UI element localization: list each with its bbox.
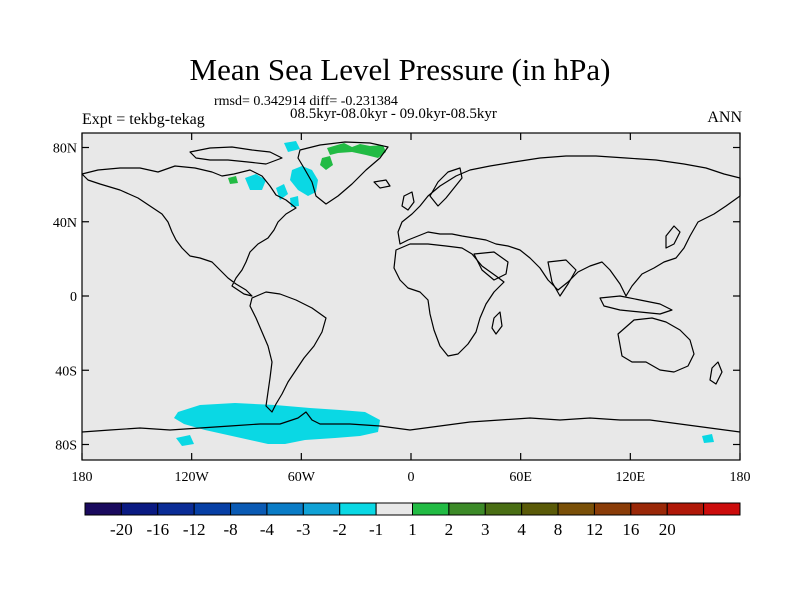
anomaly-negative-arctic <box>284 141 300 152</box>
coast-arabia <box>473 251 509 281</box>
colorbar-label: 20 <box>659 520 676 539</box>
y-tick-label: 40S <box>55 364 77 379</box>
colorbar-label: -20 <box>110 520 133 539</box>
colorbar-swatch <box>84 502 122 516</box>
colorbar-swatch <box>302 502 341 516</box>
colorbar-label: -3 <box>296 520 310 539</box>
coast-indonesia <box>599 295 673 315</box>
anomaly-negative-antarctic-2 <box>176 435 194 446</box>
x-tick-label: 60E <box>509 470 532 485</box>
colorbar: -20 -16 -12 -8 -4 -3 -2 -1 1 2 3 4 8 12 16 20 <box>84 502 741 539</box>
colorbar-label: -4 <box>260 520 275 539</box>
plot-title: Mean Sea Level Pressure (in hPa) <box>189 52 611 87</box>
x-tick-label: 180 <box>730 470 751 485</box>
y-axis: 80N 40N 0 40S 80S <box>53 142 740 454</box>
coast-africa <box>393 243 505 357</box>
anomaly-positive-greenland <box>327 143 386 158</box>
colorbar-swatch <box>266 502 304 516</box>
x-tick-label: 180 <box>72 470 93 485</box>
colorbar-label: 3 <box>481 520 490 539</box>
anomaly-negative-baffin <box>245 174 266 190</box>
colorbar-swatch <box>593 502 632 516</box>
stats-text: rmsd= 0.342914 diff= -0.231384 <box>214 94 398 109</box>
colorbar-swatch <box>375 502 414 516</box>
colorbar-swatch <box>703 502 741 516</box>
coast-new-zealand <box>709 361 723 385</box>
y-tick-label: 80S <box>55 439 77 454</box>
coast-india <box>547 259 577 297</box>
colorbar-label: 12 <box>586 520 603 539</box>
colorbar-label: 2 <box>445 520 454 539</box>
coast-iceland <box>373 179 391 189</box>
colorbar-label: 1 <box>408 520 417 539</box>
coast-scandinavia <box>429 167 463 207</box>
anomaly-positive-canada <box>228 176 238 184</box>
coast-north-america <box>81 165 297 297</box>
colorbar-swatch <box>412 502 450 516</box>
colorbar-label: -2 <box>333 520 347 539</box>
y-tick-label: 40N <box>53 216 77 231</box>
anomaly-negative-antarctic-3 <box>702 434 714 443</box>
coast-uk <box>401 191 415 211</box>
colorbar-swatch <box>484 502 523 516</box>
colorbar-swatch <box>157 502 195 516</box>
coast-eurasia <box>397 155 741 297</box>
colorbar-swatch <box>557 502 595 516</box>
colorbar-swatch <box>521 502 559 516</box>
coast-japan <box>665 225 681 249</box>
colorbar-swatch <box>193 502 232 516</box>
colorbar-label: -1 <box>369 520 383 539</box>
colorbar-swatch <box>120 502 159 516</box>
colorbar-label: 4 <box>517 520 526 539</box>
coast-australia <box>617 317 695 373</box>
coastlines <box>81 141 741 433</box>
x-tick-label: 120W <box>175 470 210 485</box>
y-tick-label: 0 <box>70 290 77 305</box>
coast-antarctica <box>81 411 741 433</box>
x-tick-label: 0 <box>408 470 415 485</box>
colorbar-label: -12 <box>183 520 206 539</box>
coast-arctic-islands <box>189 146 283 165</box>
coast-greenland <box>297 141 389 205</box>
colorbar-swatch <box>339 502 377 516</box>
x-tick-label: 60W <box>288 470 316 485</box>
season-label: ANN <box>707 109 742 126</box>
colorbar-label: 8 <box>554 520 563 539</box>
y-tick-label: 80N <box>53 142 77 157</box>
colorbar-swatch <box>448 502 486 516</box>
coast-south-america <box>249 291 327 413</box>
colorbar-swatch <box>230 502 268 516</box>
colorbar-label: -8 <box>223 520 237 539</box>
period-text: 08.5kyr-08.0kyr - 09.0kyr-08.5kyr <box>290 106 497 122</box>
coast-madagascar <box>491 311 503 335</box>
x-tick-label: 120E <box>616 470 646 485</box>
colorbar-label: -16 <box>146 520 169 539</box>
anomaly-positive-greenland-2 <box>320 156 333 170</box>
colorbar-swatch <box>630 502 668 516</box>
map-background <box>82 133 740 460</box>
x-axis: 180 120W 60W 0 60E 120E 180 <box>72 133 751 485</box>
colorbar-label: 16 <box>622 520 639 539</box>
colorbar-swatch <box>666 502 705 516</box>
anomaly-negative-greenland-east <box>290 166 318 196</box>
experiment-label: Expt = tekbg-tekag <box>82 111 205 128</box>
